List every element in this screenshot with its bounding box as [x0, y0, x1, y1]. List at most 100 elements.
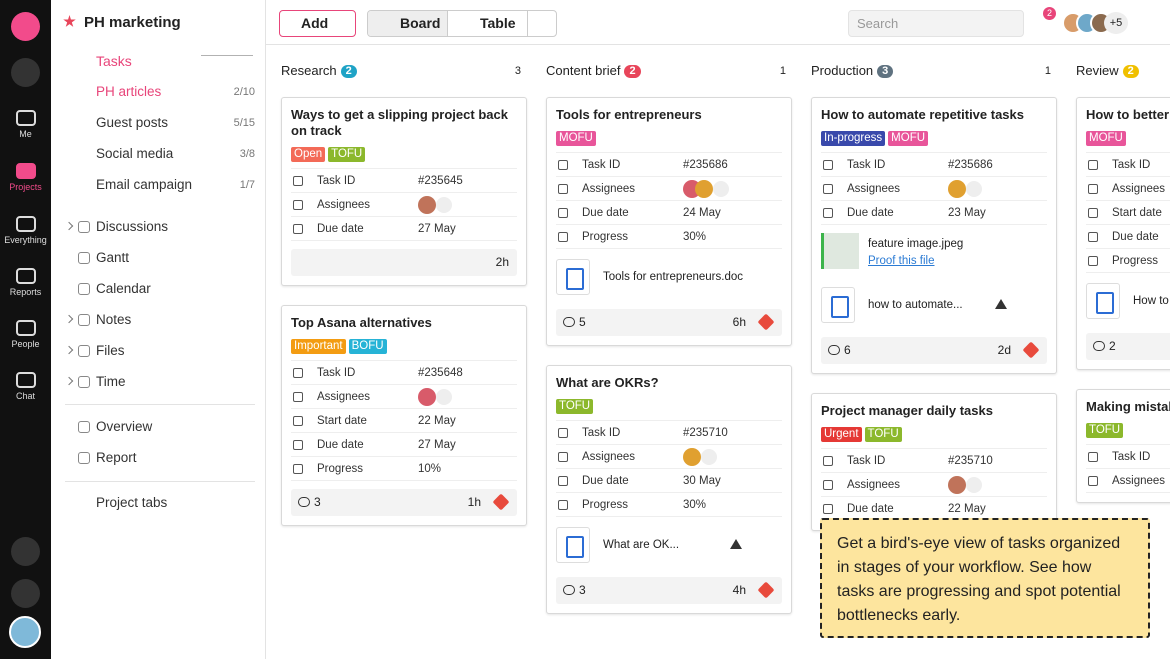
view-label: Table [480, 15, 516, 31]
field-icon [558, 476, 568, 486]
field-icon [293, 224, 303, 234]
field-row: Assignees [821, 177, 1047, 201]
nav-item[interactable]: Files [64, 343, 125, 358]
add-assignee[interactable] [701, 449, 717, 465]
create-button[interactable] [11, 12, 40, 41]
field-icon [558, 232, 568, 242]
add-assignee[interactable] [436, 389, 452, 405]
field-value: 23 May [948, 207, 986, 219]
nav-item[interactable]: Calendar [78, 281, 151, 296]
field-label: Progress [317, 463, 364, 475]
nav-item[interactable]: Gantt [78, 250, 129, 265]
filter-badge[interactable]: 2 [1043, 7, 1056, 20]
nav-item[interactable]: Time [64, 374, 126, 389]
attachment[interactable]: how to automate... [821, 285, 1047, 329]
task-card[interactable]: Making mistak TOFU Task ID Assignees [1076, 389, 1170, 503]
column-count: 2 [340, 65, 357, 78]
field-label: Due date [582, 207, 629, 219]
field-row: Due date 30 May [556, 469, 782, 493]
toolbar: Add Board Table Search 2 +5 [266, 0, 1170, 45]
attachment-thumb [556, 259, 590, 295]
field-row: Due date 23 May [821, 201, 1047, 225]
rail-item[interactable]: People [0, 320, 51, 349]
settings-button[interactable] [11, 579, 40, 608]
project-name[interactable]: PH marketing [84, 14, 181, 31]
nav-item[interactable]: Report [78, 450, 137, 465]
add-task[interactable] [747, 58, 757, 68]
add-task[interactable] [1012, 58, 1022, 68]
field-icon [293, 440, 303, 450]
attachment-thumb [821, 233, 859, 269]
add-assignee[interactable] [713, 181, 729, 197]
task-card[interactable]: Ways to get a slipping project back on t… [281, 97, 527, 286]
field-row: Assignees [1086, 177, 1170, 201]
nav-icon [78, 345, 90, 357]
task-card[interactable]: What are OKRs? TOFU Task ID #235710 Assignee… [546, 365, 792, 614]
list-item[interactable]: Guest posts [96, 115, 169, 130]
field-label: Assignees [847, 183, 901, 195]
task-card[interactable]: Top Asana alternatives Important BOFU Task … [281, 305, 527, 526]
nav-item[interactable]: Discussions [64, 219, 168, 234]
rail-item[interactable]: Chat [0, 372, 51, 401]
view-tab[interactable]: Board [368, 11, 448, 36]
view-switch: Board Table [367, 10, 557, 37]
add-tab[interactable]: Project tabs [96, 495, 168, 510]
rail-item[interactable]: Projects [0, 163, 51, 192]
attachment[interactable]: feature image.jpeg Proof this file [821, 233, 1047, 277]
nav-item[interactable]: Notes [64, 312, 131, 327]
add-assignee[interactable] [966, 181, 982, 197]
help-button[interactable] [11, 537, 40, 566]
column-name: Production [811, 63, 874, 78]
attachment[interactable]: What are OK... [556, 525, 782, 569]
task-card[interactable]: How to better h deadlines as a MOFU Task I… [1076, 97, 1170, 370]
attachment[interactable]: How to [1086, 281, 1170, 325]
task-card[interactable]: Project manager daily tasks Urgent TOFU Tas… [811, 393, 1057, 531]
priority-icon [757, 581, 775, 599]
list-item[interactable]: Social media [96, 146, 174, 161]
field-row: Task ID #235710 [556, 421, 782, 445]
chevron [64, 314, 74, 324]
add-task[interactable] [482, 58, 492, 68]
card-footer: 6 2d [821, 337, 1047, 364]
proof-link[interactable]: Proof this file [868, 255, 935, 267]
rail-item[interactable]: Reports [0, 268, 51, 297]
search-button[interactable] [11, 58, 40, 87]
column-header: Production 3 1 [811, 58, 1057, 84]
view-tab[interactable]: Table [448, 11, 528, 36]
add-button[interactable]: Add [279, 10, 356, 37]
drive-icon [995, 299, 1007, 309]
assignee-avatar [948, 180, 966, 198]
field-row: Progress [1086, 249, 1170, 273]
rail-icon [15, 216, 36, 232]
view-label: Board [400, 15, 441, 31]
field-label: Due date [317, 223, 364, 235]
comment-icon [1093, 341, 1105, 351]
rail-item[interactable]: Everything [0, 216, 51, 245]
field-label: Start date [317, 415, 367, 427]
add-assignee[interactable] [436, 197, 452, 213]
list-item[interactable]: Email campaign [96, 177, 193, 192]
user-avatar[interactable] [9, 616, 41, 648]
task-card[interactable]: Tools for entrepreneurs MOFU Task ID #23568… [546, 97, 792, 346]
add-label: Add [301, 15, 329, 31]
rail-icon [15, 163, 36, 179]
list-item[interactable]: PH articles [96, 84, 162, 99]
attachment-name: Tools for entrepreneurs.doc [603, 271, 743, 283]
rail-item[interactable]: Me [0, 110, 51, 139]
members-more[interactable]: +5 [1104, 12, 1128, 34]
attachment-thumb [1086, 283, 1120, 319]
card-title: Top Asana alternatives [291, 315, 432, 330]
field-label: Progress [582, 499, 629, 511]
attachment[interactable]: Tools for entrepreneurs.doc [556, 257, 782, 301]
fields: Task ID #235686 Assignees Due date 24 May Pro… [556, 152, 782, 249]
field-label: Assignees [582, 183, 636, 195]
field-row: Assignees [1086, 469, 1170, 493]
column-members: 3 [514, 65, 521, 77]
nav-item[interactable]: Overview [78, 419, 152, 434]
task-card[interactable]: How to automate repetitive tasks In-progr… [811, 97, 1057, 374]
add-assignee[interactable] [966, 477, 982, 493]
nav-label: Time [96, 374, 126, 389]
search-input[interactable]: Search [848, 10, 1024, 37]
field-row: Task ID [1086, 445, 1170, 469]
tasks-header[interactable]: Tasks [96, 53, 132, 69]
